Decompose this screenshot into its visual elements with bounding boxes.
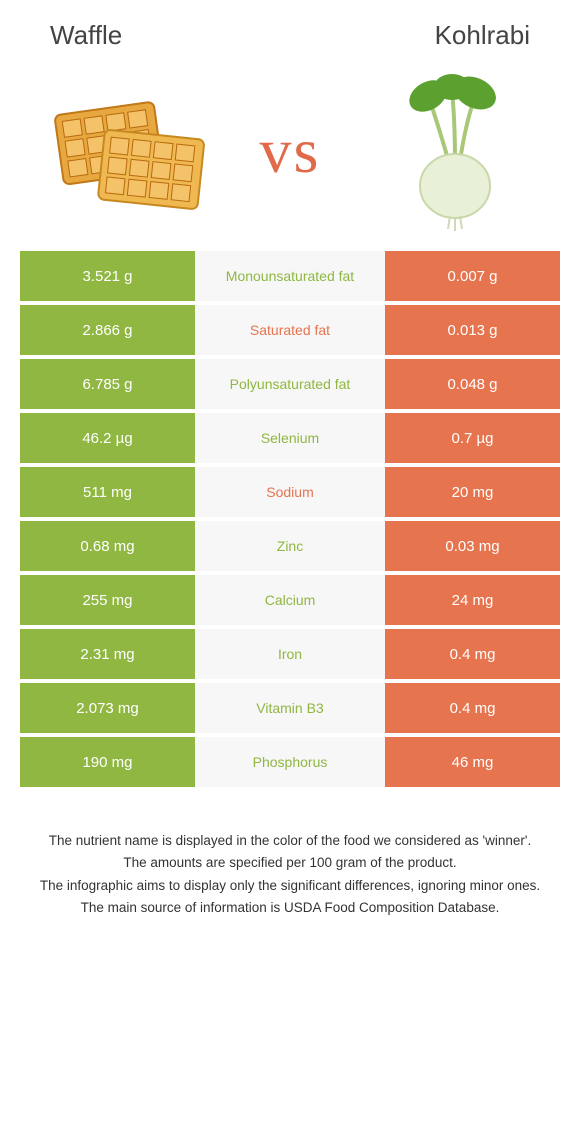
right-value-cell: 24 mg [385,575,560,625]
footer-notes: The nutrient name is displayed in the co… [0,791,580,940]
header: Waffle Kohlrabi [0,0,580,61]
comparison-table: 3.521 gMonounsaturated fat0.007 g2.866 g… [0,251,580,791]
nutrient-label-cell: Iron [195,629,385,679]
waffle-image [40,76,210,226]
kohlrabi-image [370,76,540,226]
footer-line: The main source of information is USDA F… [25,898,555,918]
left-value-cell: 2.31 mg [20,629,195,679]
right-value-cell: 0.007 g [385,251,560,301]
right-value-cell: 0.013 g [385,305,560,355]
left-value-cell: 2.073 mg [20,683,195,733]
left-value-cell: 190 mg [20,737,195,787]
table-row: 46.2 µgSelenium0.7 µg [20,413,560,467]
left-value-cell: 2.866 g [20,305,195,355]
nutrient-label-cell: Saturated fat [195,305,385,355]
table-row: 3.521 gMonounsaturated fat0.007 g [20,251,560,305]
left-value-cell: 6.785 g [20,359,195,409]
nutrient-label-cell: Zinc [195,521,385,571]
table-row: 2.866 gSaturated fat0.013 g [20,305,560,359]
right-value-cell: 46 mg [385,737,560,787]
table-row: 190 mgPhosphorus46 mg [20,737,560,791]
left-value-cell: 511 mg [20,467,195,517]
right-value-cell: 0.7 µg [385,413,560,463]
right-value-cell: 0.4 mg [385,629,560,679]
table-row: 2.31 mgIron0.4 mg [20,629,560,683]
table-row: 511 mgSodium20 mg [20,467,560,521]
vs-label: vs [260,114,321,188]
nutrient-label-cell: Monounsaturated fat [195,251,385,301]
nutrient-label-cell: Calcium [195,575,385,625]
footer-line: The infographic aims to display only the… [25,876,555,896]
image-row: vs [0,61,580,251]
left-value-cell: 3.521 g [20,251,195,301]
footer-line: The amounts are specified per 100 gram o… [25,853,555,873]
table-row: 0.68 mgZinc0.03 mg [20,521,560,575]
footer-line: The nutrient name is displayed in the co… [25,831,555,851]
nutrient-label-cell: Polyunsaturated fat [195,359,385,409]
table-row: 2.073 mgVitamin B30.4 mg [20,683,560,737]
table-row: 6.785 gPolyunsaturated fat0.048 g [20,359,560,413]
left-food-title: Waffle [50,20,122,51]
right-value-cell: 0.4 mg [385,683,560,733]
left-value-cell: 0.68 mg [20,521,195,571]
nutrient-label-cell: Sodium [195,467,385,517]
nutrient-label-cell: Vitamin B3 [195,683,385,733]
right-value-cell: 0.03 mg [385,521,560,571]
nutrient-label-cell: Phosphorus [195,737,385,787]
left-value-cell: 46.2 µg [20,413,195,463]
nutrient-label-cell: Selenium [195,413,385,463]
right-food-title: Kohlrabi [435,20,530,51]
right-value-cell: 20 mg [385,467,560,517]
table-row: 255 mgCalcium24 mg [20,575,560,629]
left-value-cell: 255 mg [20,575,195,625]
right-value-cell: 0.048 g [385,359,560,409]
